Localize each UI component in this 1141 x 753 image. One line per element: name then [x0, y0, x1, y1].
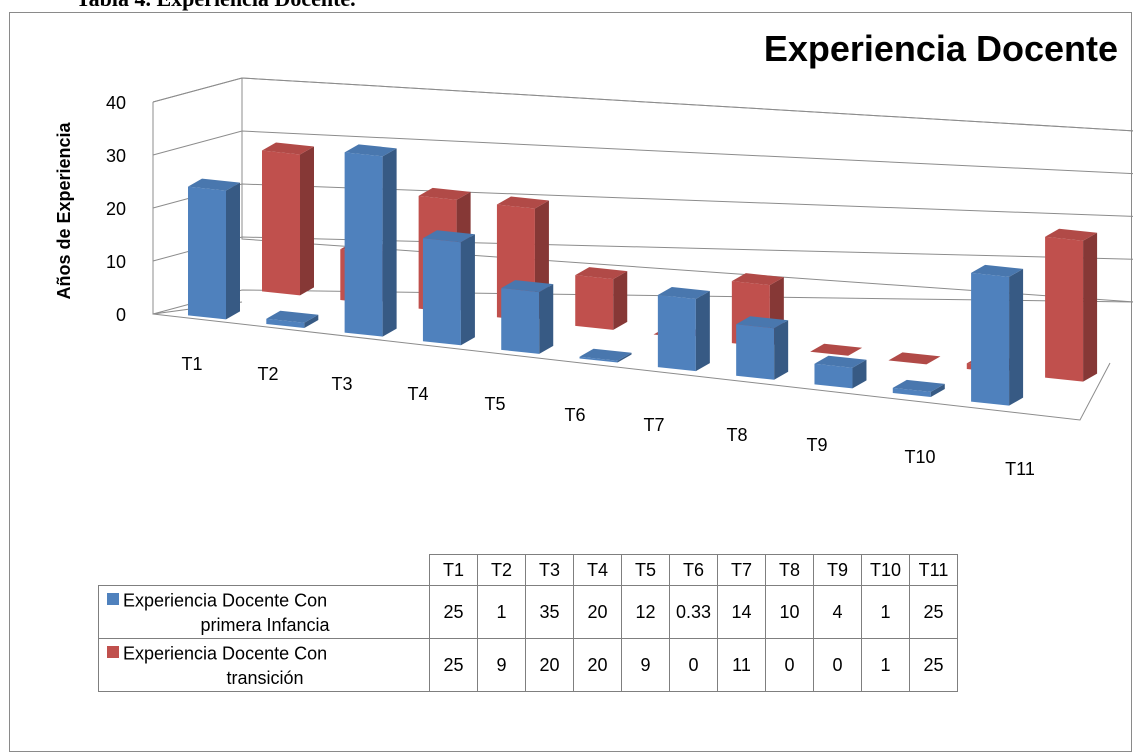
chart-plot: 0 10 20 30 40 T1 T2 T3 T4 T5 T6 T7 T8 T9 T10 T11 Exper… [54, 28, 1133, 479]
table-cell-series-1-T9: 4 [813, 585, 862, 639]
bar-series-1-T2 [266, 310, 319, 328]
table-row-series-1: Experiencia Docente Con primera Infancia 2… [98, 585, 958, 639]
table-header-T11: T11 [909, 554, 958, 586]
chart-frame: 0 10 20 30 40 T1 T2 T3 T4 T5 T6 T7 T8 T9 T10 T11 Exper… [9, 12, 1133, 752]
x-tick-label-T3: T3 [331, 374, 352, 394]
x-tick-label-T9: T9 [806, 435, 827, 455]
table-cell-series-1-T6: 0.33 [669, 585, 718, 639]
table-header-T5: T5 [621, 554, 670, 586]
legend-label-line1: Experiencia Docente Con [123, 590, 328, 611]
legend-entry-series-1: Experiencia Docente Con primera Infancia [98, 585, 430, 639]
table-header-T2: T2 [477, 554, 526, 586]
table-cell-series-1-T10: 1 [861, 585, 910, 639]
table-cell-series-2-T10: 1 [861, 638, 910, 692]
table-header-row: T1 T2 T3 T4 T5 T6 T7 T8 T9 T10 T11 [98, 554, 958, 586]
y-tick-label-2: 20 [106, 199, 126, 219]
y-tick-label-1: 10 [106, 252, 126, 272]
bar-series-1-T4 [422, 230, 475, 346]
bar-series-1-T8 [736, 316, 789, 380]
bar-series-2-T11 [1045, 228, 1098, 382]
series-1-bars [188, 144, 1024, 406]
gridline-0 [152, 289, 1133, 315]
gridline-3 [152, 130, 1133, 175]
table-cell-series-2-T9: 0 [813, 638, 862, 692]
x-tick-label-T5: T5 [484, 394, 505, 414]
bar-series-1-T1 [188, 178, 240, 320]
chart-title: Experiencia Docente [764, 28, 1118, 69]
table-cell-series-2-T7: 11 [717, 638, 766, 692]
table-row-series-2: Experiencia Docente Con transición 25 9 20 20… [98, 638, 958, 692]
legend-swatch-series-1 [107, 593, 119, 606]
table-caption: Tabla 4. Experiencia Docente. [76, 0, 776, 12]
bar-series-1-T6 [579, 348, 632, 363]
data-table: T1 T2 T3 T4 T5 T6 T7 T8 T9 T10 T11 Experiencia Doc… [98, 554, 958, 692]
legend-label-line2: transición [226, 667, 304, 688]
table-cell-series-1-T5: 12 [621, 585, 670, 639]
x-tick-label-T7: T7 [643, 415, 664, 435]
x-tick-label-T4: T4 [407, 384, 428, 404]
table-cell-series-1-T11: 25 [909, 585, 958, 639]
y-tick-label-0: 0 [116, 305, 126, 325]
table-cell-series-2-T3: 20 [525, 638, 574, 692]
table-cell-series-1-T2: 1 [477, 585, 526, 639]
gridline-2 [152, 183, 1133, 217]
bar-series-2-T9 [888, 352, 941, 365]
legend-label-line2: primera Infancia [200, 614, 330, 635]
gridline-4 [152, 77, 1133, 132]
table-cell-series-1-T4: 20 [573, 585, 622, 639]
table-header-T4: T4 [573, 554, 622, 586]
table-header-T8: T8 [765, 554, 814, 586]
legend-entry-series-2: Experiencia Docente Con transición [98, 638, 430, 692]
legend-swatch-series-2 [107, 646, 119, 659]
bar-series-1-T9 [814, 355, 867, 389]
table-cell-series-1-T8: 10 [765, 585, 814, 639]
x-tick-label-T8: T8 [726, 425, 747, 445]
table-cell-series-2-T2: 9 [477, 638, 526, 692]
y-tick-label-4: 40 [106, 93, 126, 113]
x-tick-label-T6: T6 [564, 405, 585, 425]
y-tick-label-3: 30 [106, 146, 126, 166]
x-tick-label-T11: T11 [1005, 459, 1035, 479]
table-cell-series-1-T3: 35 [525, 585, 574, 639]
table-cell-series-2-T4: 20 [573, 638, 622, 692]
bar-series-2-T1 [262, 142, 314, 296]
x-tick-label-T1: T1 [181, 354, 202, 374]
x-axis-ticks: T1 T2 T3 T4 T5 T6 T7 T8 T9 T10 T11 [181, 354, 1034, 479]
bar-series-2-T5 [575, 267, 628, 330]
table-header-T7: T7 [717, 554, 766, 586]
table-corner-cell [98, 554, 430, 586]
x-tick-label-T2: T2 [257, 364, 278, 384]
bar-series-1-T11 [971, 264, 1024, 406]
y-axis-ticks: 0 10 20 30 40 [106, 93, 126, 325]
table-header-T6: T6 [669, 554, 718, 586]
bar-series-1-T3 [344, 144, 397, 337]
gridline-1 [152, 236, 1133, 262]
table-header-T3: T3 [525, 554, 574, 586]
legend-label-line1: Experiencia Docente Con [123, 643, 328, 664]
table-header-T1: T1 [429, 554, 478, 586]
bar-series-1-T5 [501, 280, 554, 354]
y-axis-label: Años de Experiencia [54, 121, 74, 299]
table-cell-series-2-T6: 0 [669, 638, 718, 692]
table-cell-series-2-T1: 25 [429, 638, 478, 692]
bar-series-1-T7 [657, 287, 710, 372]
chart-gridlines [152, 77, 1133, 315]
table-cell-series-2-T5: 9 [621, 638, 670, 692]
table-cell-series-2-T8: 0 [765, 638, 814, 692]
table-cell-series-2-T11: 25 [909, 638, 958, 692]
x-tick-label-T10: T10 [904, 447, 935, 467]
table-cell-series-1-T1: 25 [429, 585, 478, 639]
table-header-T9: T9 [813, 554, 862, 586]
bar-series-1-T10 [892, 379, 945, 398]
bar-series-2-T8 [810, 343, 863, 356]
table-cell-series-1-T7: 14 [717, 585, 766, 639]
table-header-T10: T10 [861, 554, 910, 586]
